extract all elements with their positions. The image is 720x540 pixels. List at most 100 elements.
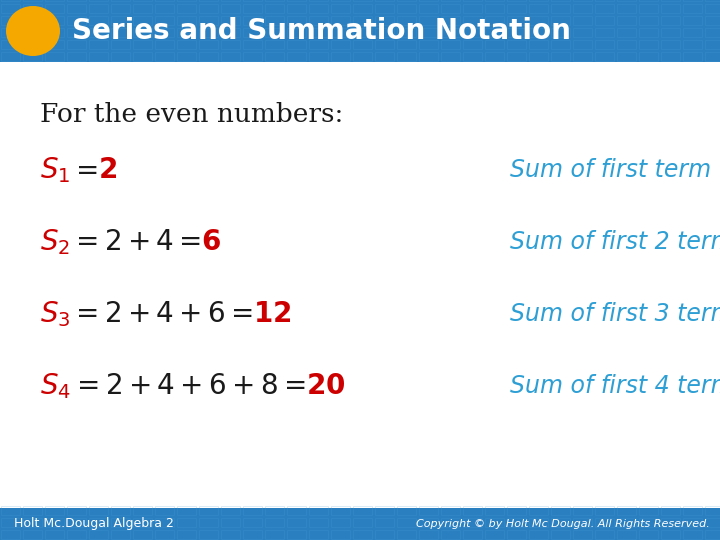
Bar	[133, 28, 152, 37]
Bar	[111, 4, 130, 13]
Bar	[639, 518, 658, 527]
Bar	[177, 52, 196, 61]
Bar	[661, 40, 680, 49]
Bar	[705, 28, 720, 37]
Bar	[595, 530, 614, 539]
Bar	[67, 28, 86, 37]
Bar	[595, 16, 614, 25]
Bar	[441, 518, 460, 527]
Bar	[573, 16, 592, 25]
Bar	[529, 28, 548, 37]
Bar	[67, 0, 86, 1]
Bar	[353, 28, 372, 37]
Bar	[529, 40, 548, 49]
Bar	[23, 506, 42, 515]
Bar	[441, 530, 460, 539]
Bar	[683, 506, 702, 515]
Bar	[705, 40, 720, 49]
Bar	[419, 28, 438, 37]
Bar	[45, 40, 64, 49]
Bar	[375, 28, 394, 37]
Bar	[683, 4, 702, 13]
Bar	[441, 40, 460, 49]
Bar	[133, 530, 152, 539]
Bar	[397, 530, 416, 539]
Bar	[419, 52, 438, 61]
Bar	[353, 506, 372, 515]
Bar	[661, 0, 680, 1]
Bar	[375, 518, 394, 527]
Bar	[507, 506, 526, 515]
Bar	[199, 4, 218, 13]
Bar	[221, 28, 240, 37]
Bar	[617, 530, 636, 539]
Text: $S_{3}$: $S_{3}$	[40, 299, 71, 329]
Bar	[309, 506, 328, 515]
Bar	[67, 530, 86, 539]
Bar	[111, 506, 130, 515]
Text: $\mathbf{6}$: $\mathbf{6}$	[201, 228, 221, 255]
Bar	[1, 506, 20, 515]
Bar	[45, 16, 64, 25]
Bar	[705, 0, 720, 1]
Ellipse shape	[6, 6, 60, 56]
Bar	[243, 518, 262, 527]
Bar	[89, 28, 108, 37]
Bar	[463, 4, 482, 13]
Bar	[375, 16, 394, 25]
Bar	[353, 530, 372, 539]
Bar	[661, 16, 680, 25]
Bar	[617, 40, 636, 49]
Bar	[287, 506, 306, 515]
Bar	[177, 4, 196, 13]
Bar	[639, 506, 658, 515]
Bar	[243, 52, 262, 61]
Bar	[89, 506, 108, 515]
Bar	[375, 530, 394, 539]
Bar	[507, 0, 526, 1]
Bar	[529, 4, 548, 13]
Bar	[617, 28, 636, 37]
Bar	[441, 52, 460, 61]
Bar	[551, 16, 570, 25]
Bar	[683, 16, 702, 25]
Bar	[485, 518, 504, 527]
Bar	[309, 40, 328, 49]
Bar	[353, 16, 372, 25]
Text: Sum of first 4 terms: Sum of first 4 terms	[510, 374, 720, 398]
Bar	[177, 40, 196, 49]
Bar	[375, 52, 394, 61]
Bar	[419, 530, 438, 539]
Bar	[375, 506, 394, 515]
Bar	[573, 518, 592, 527]
Bar	[441, 28, 460, 37]
Text: Sum of first 2 terms: Sum of first 2 terms	[510, 230, 720, 254]
Bar	[441, 16, 460, 25]
Bar	[441, 4, 460, 13]
Bar	[617, 506, 636, 515]
Bar	[507, 4, 526, 13]
Bar	[23, 16, 42, 25]
Bar	[243, 530, 262, 539]
Bar	[287, 530, 306, 539]
Bar	[309, 518, 328, 527]
Bar	[1, 52, 20, 61]
Bar	[287, 40, 306, 49]
Bar	[485, 530, 504, 539]
Bar	[573, 52, 592, 61]
Bar	[705, 518, 720, 527]
Bar	[287, 52, 306, 61]
Bar	[397, 4, 416, 13]
Bar	[1, 28, 20, 37]
Bar	[177, 506, 196, 515]
Bar	[89, 0, 108, 1]
Bar	[639, 530, 658, 539]
Bar	[199, 518, 218, 527]
Bar	[177, 518, 196, 527]
Bar	[45, 0, 64, 1]
Bar	[683, 530, 702, 539]
Bar	[309, 52, 328, 61]
Bar	[23, 40, 42, 49]
Bar	[639, 28, 658, 37]
Bar	[287, 4, 306, 13]
